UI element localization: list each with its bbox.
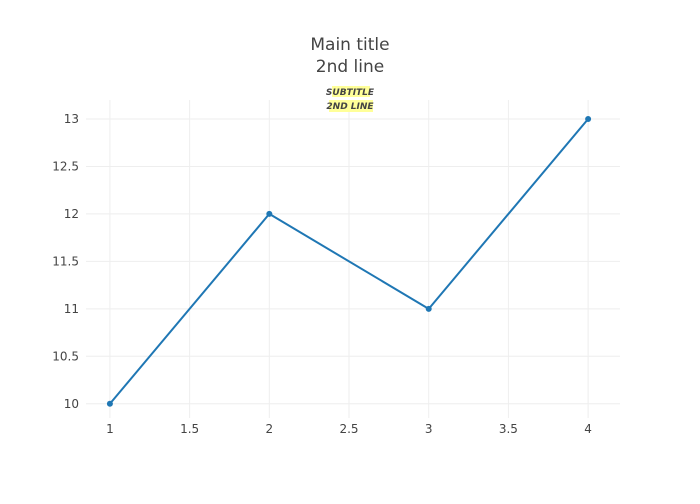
chart-title-line-2: 2nd line xyxy=(316,57,384,77)
y-tick-label: 11.5 xyxy=(52,254,79,268)
x-tick-label: 2 xyxy=(265,422,273,436)
x-tick-label: 3 xyxy=(425,422,433,436)
series-line xyxy=(108,117,590,405)
data-point[interactable] xyxy=(425,305,432,312)
chart-title-group: Main title 2nd line xyxy=(310,35,389,77)
x-tick-label: 1.5 xyxy=(180,422,199,436)
y-tick-label: 10 xyxy=(64,397,79,411)
chart-subtitle-line-1: SUBTITLE xyxy=(326,88,375,98)
subtitle-highlight xyxy=(329,100,373,112)
chart-subtitle-group: SUBTITLE 2ND LINE xyxy=(326,86,375,112)
subtitle-highlight xyxy=(332,86,370,97)
x-tick-label: 2.5 xyxy=(339,422,358,436)
chart-subtitle-line-2: 2ND LINE xyxy=(326,102,374,112)
x-tick-label: 3.5 xyxy=(499,422,518,436)
series-layer xyxy=(106,115,592,407)
chart-title-line-1: Main title xyxy=(310,35,389,55)
data-point[interactable] xyxy=(266,210,273,217)
y-tick-label: 12 xyxy=(64,207,79,221)
x-tick-label: 4 xyxy=(584,422,592,436)
y-tick-label: 12.5 xyxy=(52,159,79,173)
x-tick-label: 1 xyxy=(106,422,114,436)
y-tick-label: 10.5 xyxy=(52,349,79,363)
data-point[interactable] xyxy=(106,400,113,407)
data-point[interactable] xyxy=(585,115,592,122)
y-tick-label: 13 xyxy=(64,112,79,126)
y-tick-label: 11 xyxy=(64,302,79,316)
grid-lines xyxy=(86,100,620,418)
